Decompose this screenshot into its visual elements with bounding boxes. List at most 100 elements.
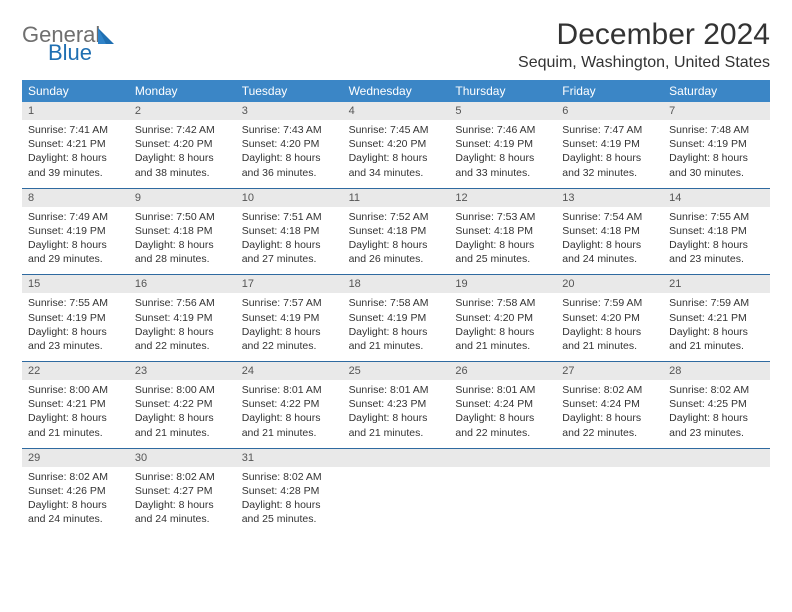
day-cell: Sunrise: 8:00 AMSunset: 4:21 PMDaylight:… [22, 380, 129, 448]
daylight-line-1: Daylight: 8 hours [455, 151, 550, 165]
daylight-line-2: and 25 minutes. [242, 512, 337, 526]
daylight-line-1: Daylight: 8 hours [28, 411, 123, 425]
daylight-line-1: Daylight: 8 hours [242, 411, 337, 425]
daylight-line-2: and 29 minutes. [28, 252, 123, 266]
day-number: 7 [663, 102, 770, 120]
daylight-line-1: Daylight: 8 hours [349, 238, 444, 252]
daylight-line-1: Daylight: 8 hours [562, 325, 657, 339]
daylight-line-1: Daylight: 8 hours [349, 151, 444, 165]
weekday-header-row: SundayMondayTuesdayWednesdayThursdayFrid… [22, 80, 770, 102]
daylight-line-1: Daylight: 8 hours [669, 325, 764, 339]
daylight-line-2: and 25 minutes. [455, 252, 550, 266]
weekday-header: Monday [129, 80, 236, 102]
day-body-row: Sunrise: 8:02 AMSunset: 4:26 PMDaylight:… [22, 467, 770, 535]
sunrise-line: Sunrise: 7:59 AM [669, 296, 764, 310]
daylight-line-1: Daylight: 8 hours [28, 325, 123, 339]
sunrise-line: Sunrise: 7:58 AM [349, 296, 444, 310]
daylight-line-2: and 36 minutes. [242, 166, 337, 180]
weekday-header: Saturday [663, 80, 770, 102]
day-cell: Sunrise: 8:00 AMSunset: 4:22 PMDaylight:… [129, 380, 236, 448]
day-cell: Sunrise: 7:59 AMSunset: 4:20 PMDaylight:… [556, 293, 663, 361]
day-number: 2 [129, 102, 236, 120]
day-cell [556, 467, 663, 535]
daylight-line-2: and 23 minutes. [28, 339, 123, 353]
sunrise-line: Sunrise: 7:47 AM [562, 123, 657, 137]
day-number: 15 [22, 275, 129, 293]
daylight-line-2: and 21 minutes. [28, 426, 123, 440]
month-title: December 2024 [518, 18, 770, 52]
day-cell: Sunrise: 7:51 AMSunset: 4:18 PMDaylight:… [236, 207, 343, 275]
day-number: 5 [449, 102, 556, 120]
daylight-line-2: and 22 minutes. [242, 339, 337, 353]
sunset-line: Sunset: 4:21 PM [28, 397, 123, 411]
sunrise-line: Sunrise: 7:53 AM [455, 210, 550, 224]
sunrise-line: Sunrise: 7:42 AM [135, 123, 230, 137]
daylight-line-2: and 21 minutes. [349, 426, 444, 440]
sunset-line: Sunset: 4:19 PM [455, 137, 550, 151]
logo-word2-svg: Blue [48, 40, 92, 62]
day-number: 19 [449, 275, 556, 293]
daylight-line-1: Daylight: 8 hours [242, 238, 337, 252]
sunrise-line: Sunrise: 7:57 AM [242, 296, 337, 310]
sunrise-line: Sunrise: 7:55 AM [669, 210, 764, 224]
sunset-line: Sunset: 4:19 PM [349, 311, 444, 325]
daynum-row: 1234567 [22, 102, 770, 120]
daylight-line-1: Daylight: 8 hours [28, 498, 123, 512]
daylight-line-1: Daylight: 8 hours [242, 151, 337, 165]
day-cell: Sunrise: 7:58 AMSunset: 4:19 PMDaylight:… [343, 293, 450, 361]
day-cell: Sunrise: 7:56 AMSunset: 4:19 PMDaylight:… [129, 293, 236, 361]
day-number: 12 [449, 189, 556, 207]
sunrise-line: Sunrise: 7:51 AM [242, 210, 337, 224]
day-number: 1 [22, 102, 129, 120]
daylight-line-2: and 32 minutes. [562, 166, 657, 180]
day-cell: Sunrise: 7:59 AMSunset: 4:21 PMDaylight:… [663, 293, 770, 361]
day-cell: Sunrise: 8:01 AMSunset: 4:23 PMDaylight:… [343, 380, 450, 448]
weekday-header: Wednesday [343, 80, 450, 102]
day-cell: Sunrise: 8:01 AMSunset: 4:22 PMDaylight:… [236, 380, 343, 448]
daylight-line-1: Daylight: 8 hours [455, 325, 550, 339]
day-cell [663, 467, 770, 535]
day-number: 6 [556, 102, 663, 120]
daylight-line-1: Daylight: 8 hours [562, 238, 657, 252]
sunset-line: Sunset: 4:27 PM [135, 484, 230, 498]
day-cell: Sunrise: 7:49 AMSunset: 4:19 PMDaylight:… [22, 207, 129, 275]
sunrise-line: Sunrise: 7:58 AM [455, 296, 550, 310]
day-cell: Sunrise: 8:02 AMSunset: 4:25 PMDaylight:… [663, 380, 770, 448]
location-line: Sequim, Washington, United States [518, 54, 770, 72]
sunrise-line: Sunrise: 8:00 AM [135, 383, 230, 397]
sunrise-line: Sunrise: 8:02 AM [562, 383, 657, 397]
sunrise-line: Sunrise: 8:02 AM [28, 470, 123, 484]
sunset-line: Sunset: 4:18 PM [349, 224, 444, 238]
sunrise-line: Sunrise: 7:55 AM [28, 296, 123, 310]
day-cell: Sunrise: 7:42 AMSunset: 4:20 PMDaylight:… [129, 120, 236, 188]
day-number: 24 [236, 362, 343, 380]
sunset-line: Sunset: 4:19 PM [242, 311, 337, 325]
sunrise-line: Sunrise: 7:52 AM [349, 210, 444, 224]
sunset-line: Sunset: 4:18 PM [455, 224, 550, 238]
sunset-line: Sunset: 4:20 PM [242, 137, 337, 151]
daylight-line-1: Daylight: 8 hours [455, 411, 550, 425]
daylight-line-1: Daylight: 8 hours [562, 411, 657, 425]
daynum-row: 15161718192021 [22, 274, 770, 293]
day-cell: Sunrise: 7:41 AMSunset: 4:21 PMDaylight:… [22, 120, 129, 188]
day-number: 16 [129, 275, 236, 293]
daylight-line-1: Daylight: 8 hours [28, 151, 123, 165]
sunset-line: Sunset: 4:26 PM [28, 484, 123, 498]
daylight-line-2: and 22 minutes. [135, 339, 230, 353]
daylight-line-2: and 23 minutes. [669, 426, 764, 440]
day-cell: Sunrise: 7:54 AMSunset: 4:18 PMDaylight:… [556, 207, 663, 275]
daylight-line-1: Daylight: 8 hours [669, 238, 764, 252]
weeks-container: 1234567Sunrise: 7:41 AMSunset: 4:21 PMDa… [22, 102, 770, 534]
sunrise-line: Sunrise: 7:50 AM [135, 210, 230, 224]
day-number: 13 [556, 189, 663, 207]
sunrise-line: Sunrise: 7:54 AM [562, 210, 657, 224]
sunset-line: Sunset: 4:24 PM [562, 397, 657, 411]
daynum-row: 22232425262728 [22, 361, 770, 380]
daylight-line-1: Daylight: 8 hours [455, 238, 550, 252]
day-number: 4 [343, 102, 450, 120]
day-number: 25 [343, 362, 450, 380]
sunrise-line: Sunrise: 7:45 AM [349, 123, 444, 137]
sunset-line: Sunset: 4:18 PM [135, 224, 230, 238]
sunset-line: Sunset: 4:18 PM [562, 224, 657, 238]
daylight-line-2: and 21 minutes. [562, 339, 657, 353]
